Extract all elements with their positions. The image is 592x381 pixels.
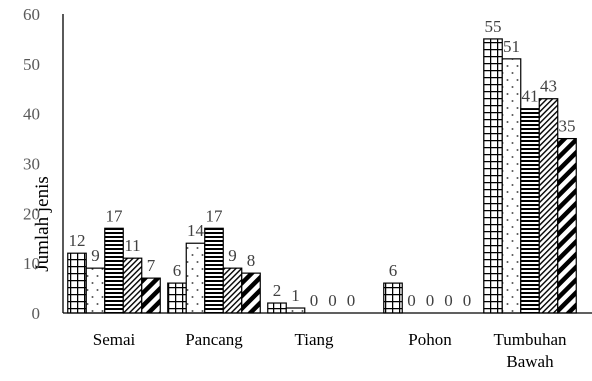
data-label: 0 (328, 291, 337, 310)
y-tick-label: 30 (23, 155, 40, 174)
bars (67, 38, 577, 314)
data-label: 6 (389, 261, 398, 280)
data-label: 6 (173, 261, 182, 280)
y-tick-label: 20 (23, 204, 40, 223)
x-category-label: Tiang (294, 330, 334, 349)
data-label: 0 (463, 291, 472, 310)
data-label: 7 (147, 256, 156, 275)
data-label: 9 (91, 246, 100, 265)
x-category-label: Semai (93, 330, 136, 349)
bar (67, 252, 87, 314)
category-labels: Semai Pancang Tiang Pohon Tumbuhan Bawah (93, 330, 567, 371)
y-tick-label: 50 (23, 55, 40, 74)
data-label: 2 (273, 281, 282, 300)
bar (104, 227, 124, 314)
bar (501, 58, 522, 314)
bar (141, 277, 161, 314)
bar (267, 302, 287, 314)
data-label: 1 (291, 286, 300, 305)
bar (204, 227, 224, 314)
y-tick-label: 40 (23, 105, 40, 124)
bar (167, 282, 187, 314)
y-axis-title: Jumlah jenis (32, 176, 53, 272)
x-category-label: Pancang (185, 330, 243, 349)
bar (520, 108, 540, 314)
bar (122, 257, 143, 314)
data-label: 0 (347, 291, 356, 310)
bar (85, 267, 106, 314)
bar (557, 137, 577, 314)
data-label: 14 (187, 221, 205, 240)
data-label: 9 (228, 246, 237, 265)
y-tick-label: 10 (23, 254, 40, 273)
bar (222, 267, 243, 314)
x-category-label: Tumbuhan (493, 330, 567, 349)
data-label: 17 (106, 206, 124, 225)
data-label: 17 (206, 206, 224, 225)
data-label: 0 (444, 291, 453, 310)
data-label: 0 (407, 291, 416, 310)
bar (483, 38, 503, 314)
bar (538, 98, 559, 314)
data-label: 35 (559, 117, 576, 136)
data-label: 11 (124, 236, 140, 255)
y-tick-label: 60 (23, 5, 40, 24)
y-axis-ticks: 0 10 20 30 40 50 60 (23, 5, 40, 323)
x-category-label: Bawah (506, 352, 554, 371)
bar (185, 242, 206, 314)
data-label: 0 (310, 291, 319, 310)
data-label: 12 (69, 231, 86, 250)
bar (285, 307, 306, 314)
y-tick-label: 0 (32, 304, 41, 323)
data-label: 41 (522, 87, 539, 106)
data-label: 8 (247, 251, 256, 270)
x-category-label: Pohon (408, 330, 452, 349)
data-label: 0 (426, 291, 435, 310)
data-label: 55 (485, 17, 502, 36)
bar (383, 282, 403, 314)
bar (241, 272, 261, 314)
data-label: 43 (540, 77, 557, 96)
data-label: 51 (503, 37, 520, 56)
